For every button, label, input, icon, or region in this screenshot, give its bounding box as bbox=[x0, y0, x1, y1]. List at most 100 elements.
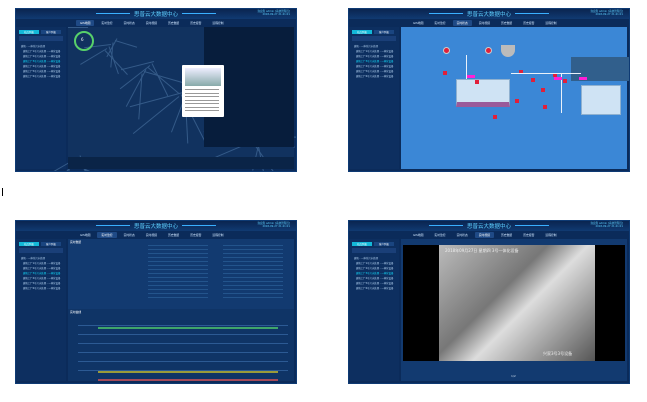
tab-2[interactable]: 实时状态 bbox=[123, 233, 135, 237]
customer-list-button[interactable]: 客户列表 bbox=[374, 30, 394, 34]
tab-5[interactable]: 历史报警 bbox=[190, 233, 202, 237]
tab-6[interactable]: 远程控制 bbox=[212, 21, 224, 25]
tree-item[interactable]: 建筑工厂3号污水处理 - 一体化设备 bbox=[356, 60, 394, 63]
tree-item[interactable]: 建筑工厂4号污水处理 - 一体化设备 bbox=[356, 277, 394, 280]
sidebar: 站点列表 客户列表建筑 - 一体化污水处理建筑工厂1号污水处理 - 一体化设备 建筑… bbox=[349, 239, 399, 381]
tree-item[interactable]: 建筑工厂2号污水处理 - 一体化设备 bbox=[356, 55, 394, 58]
status-tag bbox=[467, 75, 475, 78]
tree-item[interactable]: 建筑工厂1号污水处理 - 一体化设备 bbox=[23, 262, 61, 265]
user-name[interactable]: 欢迎您 admin [系统管理员] bbox=[590, 222, 623, 225]
popup-line bbox=[185, 96, 219, 97]
tab-4[interactable]: 历史数据 bbox=[167, 233, 180, 237]
user-name[interactable]: 欢迎您 admin [系统管理员] bbox=[257, 10, 290, 13]
search-input[interactable] bbox=[19, 248, 63, 253]
hopper bbox=[501, 45, 515, 57]
data-row bbox=[148, 261, 208, 262]
tree-item[interactable]: 建筑工厂2号污水处理 - 一体化设备 bbox=[23, 55, 61, 58]
valve[interactable] bbox=[553, 73, 557, 77]
tab-5[interactable]: 历史报警 bbox=[523, 233, 535, 237]
tab-4[interactable]: 历史数据 bbox=[500, 233, 513, 237]
valve[interactable] bbox=[515, 99, 519, 103]
tab-6[interactable]: 远程控制 bbox=[545, 21, 557, 25]
customer-list-button[interactable]: 客户列表 bbox=[41, 242, 61, 246]
process-status-screen: 思普云大数据中心 欢迎您 admin [系统管理员] 2018-09-27 21:4… bbox=[348, 8, 630, 172]
gauge-value: 6 bbox=[81, 37, 84, 42]
tree-item[interactable]: 建筑工厂2号污水处理 - 一体化设备 bbox=[23, 267, 61, 270]
valve[interactable] bbox=[519, 70, 523, 74]
tab-0[interactable]: GIS地图 bbox=[413, 21, 424, 25]
tab-3[interactable]: 实时视频 bbox=[478, 21, 490, 25]
tab-5[interactable]: 历史报警 bbox=[190, 21, 202, 25]
tab-0[interactable]: GIS地图 bbox=[76, 20, 95, 26]
tab-6[interactable]: 远程控制 bbox=[212, 233, 224, 237]
search-input[interactable] bbox=[19, 36, 63, 41]
valve[interactable] bbox=[531, 78, 535, 82]
tab-1[interactable]: 实时监控 bbox=[101, 21, 113, 25]
tab-1[interactable]: 实时监控 bbox=[434, 233, 446, 237]
tree-root[interactable]: 建筑 - 一体化污水处理 bbox=[354, 257, 378, 260]
tree-item[interactable]: 建筑工厂1号污水处理 - 一体化设备 bbox=[23, 50, 61, 53]
customer-list-button[interactable]: 客户列表 bbox=[41, 30, 61, 34]
customer-list-button[interactable]: 客户列表 bbox=[374, 242, 394, 246]
tree-item[interactable]: 建筑工厂1号污水处理 - 一体化设备 bbox=[356, 262, 394, 265]
tree-item[interactable]: 建筑工厂5号污水处理 - 一体化设备 bbox=[356, 70, 394, 73]
valve[interactable] bbox=[493, 115, 497, 119]
tree-root[interactable]: 建筑 - 一体化污水处理 bbox=[21, 257, 45, 260]
tree-item[interactable]: 建筑工厂5号污水处理 - 一体化设备 bbox=[356, 282, 394, 285]
popup-line bbox=[185, 92, 219, 94]
site-list-button[interactable]: 站点列表 bbox=[352, 242, 372, 246]
tab-0[interactable]: GIS地图 bbox=[80, 233, 91, 237]
search-input[interactable] bbox=[352, 248, 396, 253]
tab-3[interactable]: 实时视频 bbox=[145, 21, 157, 25]
data-row bbox=[223, 249, 283, 250]
valve[interactable] bbox=[563, 79, 567, 83]
chart-title: 实时曲线 bbox=[70, 310, 82, 314]
valve[interactable] bbox=[543, 105, 547, 109]
valve[interactable] bbox=[541, 88, 545, 92]
search-input[interactable] bbox=[352, 36, 396, 41]
tab-1[interactable]: 实时监控 bbox=[97, 232, 117, 238]
video-player[interactable]: 2018年09月27日 星期四 3号一体化设备 兴家3号3号设备 bbox=[403, 245, 625, 361]
data-row bbox=[148, 257, 208, 258]
tab-3[interactable]: 实时视频 bbox=[145, 233, 157, 237]
tree-item[interactable]: 建筑工厂3号污水处理 - 一体化设备 bbox=[23, 272, 61, 275]
popup-line bbox=[185, 99, 219, 101]
header: 思普云大数据中心 欢迎您 admin [系统管理员] 2018-09-27 21:4… bbox=[349, 9, 629, 19]
tree-item[interactable]: 建筑工厂4号污水处理 - 一体化设备 bbox=[356, 65, 394, 68]
tree-item[interactable]: 建筑工厂6号污水处理 - 一体化设备 bbox=[23, 287, 61, 290]
user-name[interactable]: 欢迎您 admin [系统管理员] bbox=[257, 222, 290, 225]
tab-5[interactable]: 历史报警 bbox=[523, 21, 535, 25]
tree-item[interactable]: 建筑工厂6号污水处理 - 一体化设备 bbox=[356, 287, 394, 290]
tree-item[interactable]: 建筑工厂2号污水处理 - 一体化设备 bbox=[356, 267, 394, 270]
site-list-button[interactable]: 站点列表 bbox=[352, 30, 372, 34]
valve[interactable] bbox=[443, 71, 447, 75]
tab-0[interactable]: GIS地图 bbox=[413, 233, 424, 237]
tree-item[interactable]: 建筑工厂5号污水处理 - 一体化设备 bbox=[23, 282, 61, 285]
tab-2[interactable]: 实时状态 bbox=[123, 21, 135, 25]
tree-item[interactable]: 建筑工厂3号污水处理 - 一体化设备 bbox=[356, 272, 394, 275]
datetime: 2018-09-27 21:41:01 bbox=[262, 225, 290, 229]
tree-root[interactable]: 建筑 - 一体化污水处理 bbox=[21, 45, 45, 48]
tree-item[interactable]: 建筑工厂1号污水处理 - 一体化设备 bbox=[356, 50, 394, 53]
chart-gridline bbox=[78, 334, 288, 335]
tab-2[interactable]: 实时状态 bbox=[456, 233, 468, 237]
tree-item[interactable]: 建筑工厂4号污水处理 - 一体化设备 bbox=[23, 277, 61, 280]
tab-2[interactable]: 实时状态 bbox=[452, 20, 472, 26]
tab-1[interactable]: 实时监控 bbox=[434, 21, 446, 25]
tree-item[interactable]: 建筑工厂3号污水处理 - 一体化设备 bbox=[23, 60, 61, 63]
site-list-button[interactable]: 站点列表 bbox=[19, 30, 39, 34]
tab-4[interactable]: 历史数据 bbox=[500, 21, 513, 25]
data-row bbox=[148, 269, 208, 270]
tab-4[interactable]: 历史数据 bbox=[167, 21, 180, 25]
tab-6[interactable]: 远程控制 bbox=[545, 233, 557, 237]
tab-3[interactable]: 实时视频 bbox=[474, 232, 494, 238]
tree-item[interactable]: 建筑工厂5号污水处理 - 一体化设备 bbox=[23, 70, 61, 73]
tree-item[interactable]: 建筑工厂4号污水处理 - 一体化设备 bbox=[23, 65, 61, 68]
user-name[interactable]: 欢迎您 admin [系统管理员] bbox=[590, 10, 623, 13]
tree-item[interactable]: 建筑工厂6号污水处理 - 一体化设备 bbox=[23, 75, 61, 78]
valve[interactable] bbox=[475, 80, 479, 84]
tree-item[interactable]: 建筑工厂6号污水处理 - 一体化设备 bbox=[356, 75, 394, 78]
data-row bbox=[148, 285, 208, 286]
site-list-button[interactable]: 站点列表 bbox=[19, 242, 39, 246]
tree-root[interactable]: 建筑 - 一体化污水处理 bbox=[354, 45, 378, 48]
